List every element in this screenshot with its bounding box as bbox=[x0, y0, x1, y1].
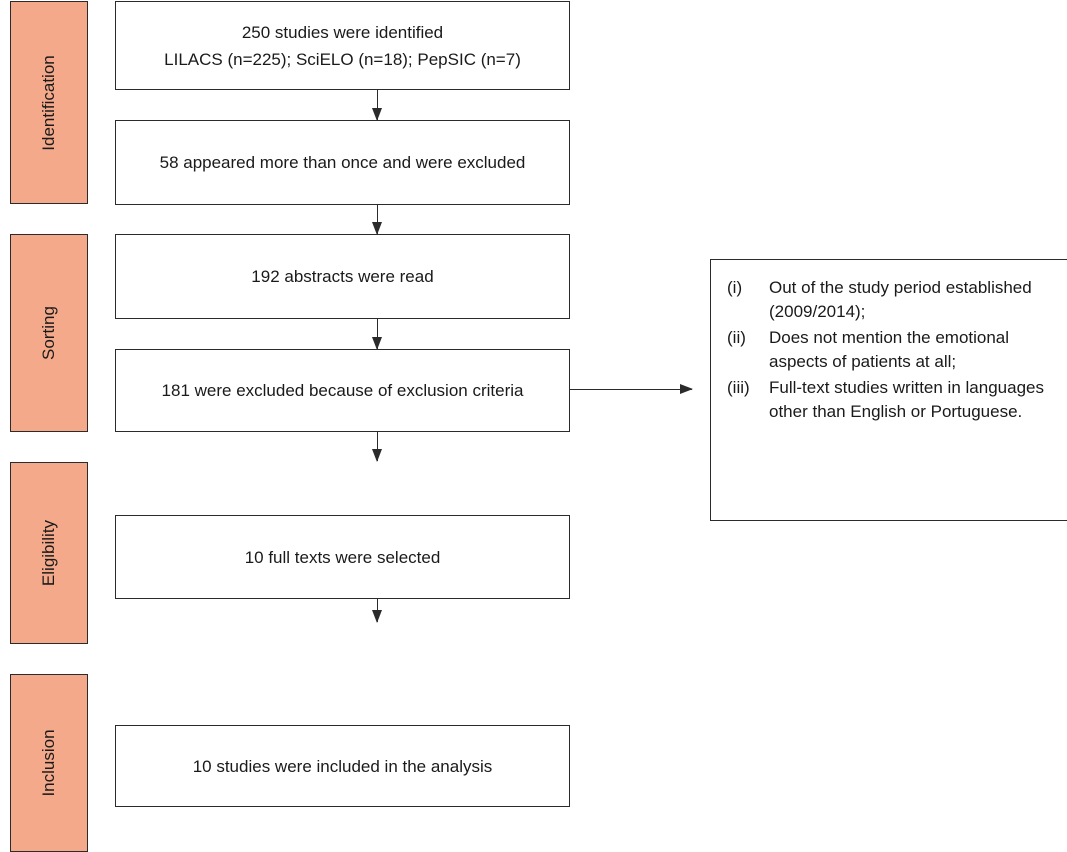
identified-count-text: 250 studies were identified bbox=[241, 22, 444, 42]
prisma-flow-diagram: Identification Sorting Eligibility Inclu… bbox=[10, 1, 1067, 852]
criteria-item-1-number: (i) bbox=[727, 278, 743, 297]
abstracts-text: 192 abstracts were read bbox=[251, 267, 434, 286]
box-full-texts-selected: 10 full texts were selected bbox=[115, 515, 570, 599]
duplicates-text: 58 appeared more than once and were excl… bbox=[159, 153, 526, 172]
criteria-item-2-text: Does not mention the emotional aspects o… bbox=[769, 328, 1010, 371]
arrow-excluded-to-criteria bbox=[570, 383, 693, 394]
phase-eligibility: Eligibility bbox=[10, 462, 88, 644]
criteria-item-3-text: Full-text studies written in languages o… bbox=[769, 378, 1044, 421]
phase-identification-label: Identification bbox=[39, 54, 58, 151]
phase-inclusion-label: Inclusion bbox=[39, 729, 58, 797]
arrow-fulltexts-down bbox=[372, 599, 382, 623]
included-text: 10 studies were included in the analysis bbox=[192, 756, 493, 776]
phase-sorting-label: Sorting bbox=[39, 306, 58, 360]
phase-identification: Identification bbox=[10, 1, 88, 204]
box-abstracts-read: 192 abstracts were read bbox=[115, 234, 570, 319]
box-studies-identified: 250 studies were identified LILACS (n=22… bbox=[115, 1, 570, 90]
criteria-item-3: (iii) Full-text studies written in langu… bbox=[727, 376, 1057, 424]
criteria-item-2-number: (ii) bbox=[727, 328, 746, 347]
full-texts-text: 10 full texts were selected bbox=[244, 547, 441, 567]
phase-inclusion: Inclusion bbox=[10, 674, 88, 852]
box-duplicates-excluded: 58 appeared more than once and were excl… bbox=[115, 120, 570, 205]
criteria-item-1: (i) Out of the study period established … bbox=[727, 276, 1057, 324]
excluded-text: 181 were excluded because of exclusion c… bbox=[161, 381, 524, 400]
arrow-excluded-to-fulltexts bbox=[372, 432, 382, 462]
phase-sorting: Sorting bbox=[10, 234, 88, 432]
phase-eligibility-label: Eligibility bbox=[39, 519, 58, 587]
criteria-item-3-number: (iii) bbox=[727, 378, 750, 397]
arrow-abstracts-to-excluded bbox=[372, 319, 382, 350]
box-excluded-criteria: 181 were excluded because of exclusion c… bbox=[115, 349, 570, 432]
identified-sources-text: LILACS (n=225); SciELO (n=18); PepSIC (n… bbox=[164, 49, 521, 69]
exclusion-criteria-box: (i) Out of the study period established … bbox=[710, 259, 1067, 521]
criteria-item-1-text: Out of the study period established (200… bbox=[769, 278, 1032, 321]
criteria-item-2: (ii) Does not mention the emotional aspe… bbox=[727, 326, 1057, 374]
arrow-duplicates-to-abstracts bbox=[372, 205, 382, 235]
box-studies-included: 10 studies were included in the analysis bbox=[115, 725, 570, 807]
arrow-identified-to-duplicates bbox=[372, 90, 382, 121]
